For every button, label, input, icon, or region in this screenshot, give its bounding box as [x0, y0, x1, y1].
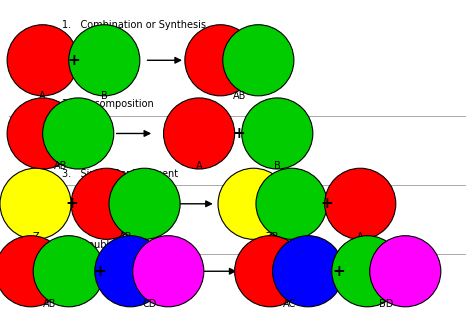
Text: Z: Z	[32, 232, 39, 242]
Text: AB: AB	[119, 232, 132, 242]
Ellipse shape	[109, 168, 180, 239]
Ellipse shape	[164, 98, 235, 169]
Text: +: +	[93, 264, 106, 279]
Ellipse shape	[71, 168, 142, 239]
Ellipse shape	[332, 236, 403, 307]
Text: A: A	[39, 91, 46, 101]
Ellipse shape	[95, 236, 166, 307]
Text: BD: BD	[379, 299, 393, 309]
Text: +: +	[321, 196, 333, 211]
Text: B: B	[274, 162, 281, 171]
Ellipse shape	[133, 236, 204, 307]
Text: AB: AB	[43, 299, 56, 309]
Text: ZB: ZB	[266, 232, 279, 242]
Ellipse shape	[256, 168, 327, 239]
Text: AC: AC	[283, 299, 296, 309]
Ellipse shape	[370, 236, 441, 307]
Ellipse shape	[7, 25, 78, 96]
Text: +: +	[333, 264, 345, 279]
Text: AB: AB	[54, 162, 67, 171]
Ellipse shape	[273, 236, 344, 307]
Ellipse shape	[242, 98, 313, 169]
Ellipse shape	[69, 25, 140, 96]
Text: 3.   Single Replacement: 3. Single Replacement	[62, 169, 178, 179]
Text: 4.   Double Replacement: 4. Double Replacement	[62, 240, 182, 250]
Text: +: +	[66, 196, 78, 211]
Ellipse shape	[0, 236, 66, 307]
Ellipse shape	[235, 236, 306, 307]
Ellipse shape	[0, 168, 71, 239]
Ellipse shape	[33, 236, 104, 307]
Text: B: B	[101, 91, 108, 101]
Text: A: A	[357, 232, 364, 242]
Text: +: +	[232, 126, 245, 141]
Text: +: +	[67, 53, 80, 68]
Text: CD: CD	[142, 299, 156, 309]
Ellipse shape	[223, 25, 294, 96]
Text: A: A	[196, 162, 202, 171]
Text: 2.   Decomposition: 2. Decomposition	[62, 99, 154, 109]
Ellipse shape	[325, 168, 396, 239]
Ellipse shape	[218, 168, 289, 239]
Text: 1.   Combination or Synthesis: 1. Combination or Synthesis	[62, 20, 206, 30]
Ellipse shape	[43, 98, 114, 169]
Ellipse shape	[185, 25, 256, 96]
Text: AB: AB	[233, 91, 246, 101]
Ellipse shape	[7, 98, 78, 169]
